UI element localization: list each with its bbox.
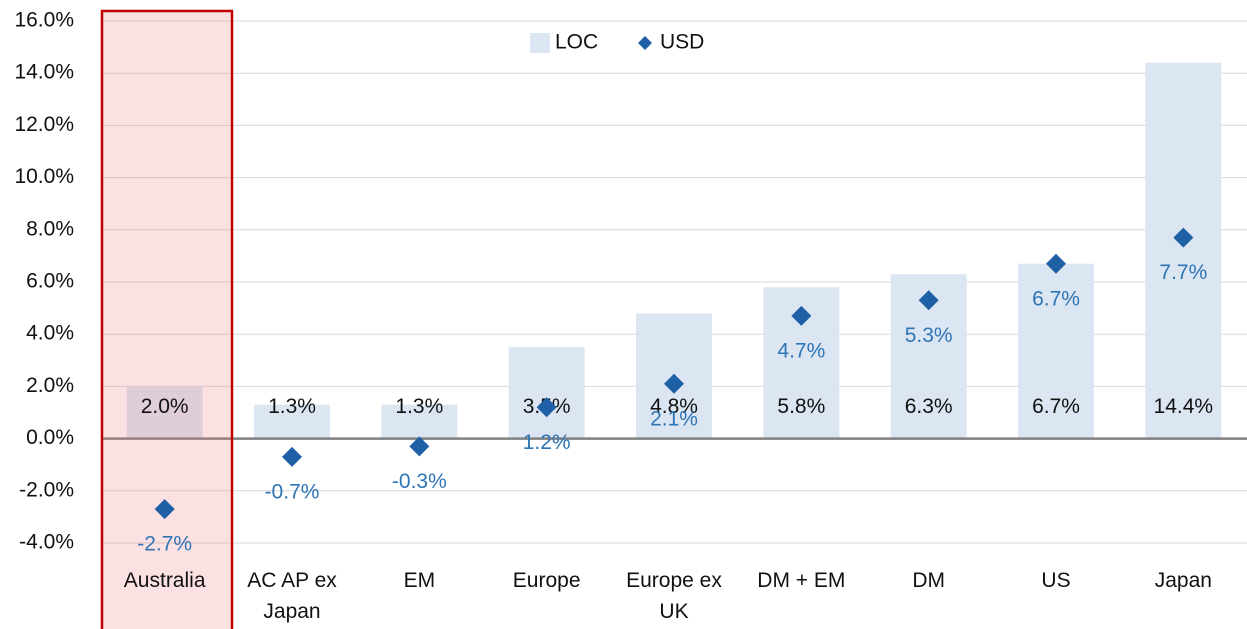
bar-value-label: 4.8% [650, 395, 698, 418]
marker-value-label: 7.7% [1159, 261, 1207, 284]
bar-value-label: 6.7% [1032, 395, 1080, 418]
bar-value-label: 5.8% [777, 395, 825, 418]
marker [154, 499, 175, 520]
marker-value-label: -0.3% [392, 470, 447, 493]
marker [1173, 227, 1194, 248]
legend-label: USD [660, 31, 704, 54]
y-tick-label: 10.0% [14, 165, 74, 188]
bar [508, 347, 585, 439]
legend-label: LOC [555, 31, 598, 54]
y-tick-label: 12.0% [14, 113, 74, 136]
plot-over: 2.0%-2.7%1.3%-0.7%1.3%-0.3%3.5%1.2%4.8%2… [137, 31, 1213, 556]
bar-value-label: 6.3% [905, 395, 953, 418]
bar [1145, 62, 1222, 439]
bar [254, 404, 330, 439]
x-tick-label: Europe ex UK [626, 569, 722, 623]
bar-value-label: 2.0% [141, 395, 189, 418]
marker [791, 305, 812, 326]
bar [1018, 263, 1094, 439]
bar-value-label: 1.3% [268, 395, 316, 418]
marker-value-label: 5.3% [905, 324, 953, 347]
bar [126, 386, 203, 439]
x-tick-label: AC AP ex Japan [247, 569, 337, 623]
x-tick-label: Australia [123, 569, 206, 592]
marker-value-label: 1.2% [523, 431, 571, 454]
marker [282, 446, 302, 467]
y-tick-label: -4.0% [19, 531, 74, 554]
y-tick-label: 4.0% [26, 322, 74, 345]
bar-value-label: 14.4% [1154, 395, 1214, 418]
y-tick-label: 8.0% [26, 217, 74, 240]
y-tick-label: 0.0% [26, 426, 74, 449]
y-tick-label: 6.0% [26, 270, 74, 293]
marker-value-label: -2.7% [137, 533, 192, 556]
marker [664, 373, 684, 394]
bar-value-label: 1.3% [395, 395, 443, 418]
x-tick-label: DM [912, 569, 945, 592]
marker-value-label: 2.1% [650, 407, 698, 430]
marker [1046, 253, 1066, 274]
marker [536, 397, 557, 418]
plot-under: -4.0% -2.0% 0.0% 2.0% 4.0% 6.0% 8.0% 10.0% 12.0%… [14, 9, 1247, 554]
marker [409, 436, 430, 457]
x-tick-label: US [1041, 569, 1071, 592]
legend-swatch [638, 36, 652, 50]
legend-swatch [530, 33, 550, 53]
x-tick-label: DM + EM [757, 569, 846, 592]
y-tick-label: 16.0% [14, 9, 74, 32]
marker-value-label: -0.7% [265, 480, 320, 503]
y-tick-label: 2.0% [26, 374, 74, 397]
bar [381, 404, 458, 439]
marker [918, 290, 939, 311]
y-tick-label: 14.0% [14, 61, 74, 84]
x-tick-label: EM [403, 569, 436, 592]
y-tick-label: -2.0% [19, 478, 74, 501]
marker-value-label: 6.7% [1032, 287, 1080, 310]
x-tick-label: Japan [1154, 569, 1212, 592]
marker-value-label: 4.7% [777, 339, 825, 362]
highlight-box [100, 9, 234, 629]
x-tick-label: Europe [512, 569, 581, 592]
